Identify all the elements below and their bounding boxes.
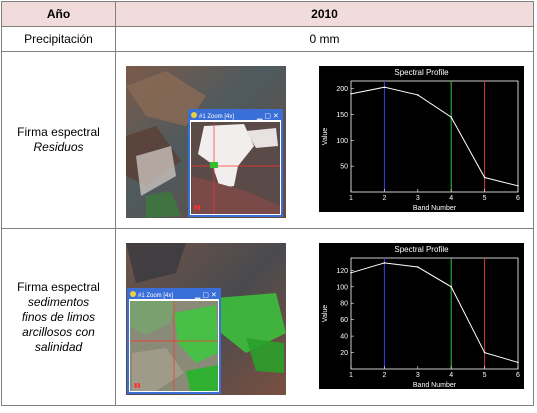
signature-label-italic: finos de limos (21, 309, 96, 324)
spectral-table: Año 2010 Precipitación 0 mm Firma espect… (1, 1, 534, 406)
spectral-profile-line (350, 262, 519, 363)
x-tick-label: 3 (416, 372, 420, 379)
svg-text:▮▮: ▮▮ (194, 205, 201, 211)
x-tick-label: 1 (349, 372, 353, 379)
spectral-profile-point (517, 361, 519, 364)
y-tick-label: 50 (340, 164, 348, 171)
spectral-profile-point (483, 176, 486, 179)
precipitation-row: Precipitación 0 mm (1, 26, 534, 52)
signature-images-sedimentos: #1 Zoom [4x] ▁ ▢ ✕ ▮▮ Spectral Profile 1 2… (115, 228, 534, 406)
signature-label-line: Firma espectral (17, 279, 100, 294)
spectral-profile-line (350, 86, 519, 187)
x-tick-label: 5 (483, 372, 487, 379)
x-tick-label: 4 (449, 195, 453, 202)
spectral-profile-point (450, 285, 452, 288)
x-axis-label: Band Number (413, 382, 457, 389)
y-axis-label: Value (322, 128, 329, 145)
y-tick-label: 60 (340, 317, 348, 324)
satellite-image-residuos: #1 Zoom [4x] ▁ ▢ ✕ ▮▮ (126, 66, 286, 218)
plot-title: Spectral Profile (394, 245, 449, 254)
signature-row-residuos: Firma espectral Residuos (1, 51, 534, 229)
y-axis-label: Value (322, 305, 329, 322)
signature-label-sedimentos: Firma espectral sedimentos finos de limo… (1, 228, 116, 406)
x-tick-label: 6 (516, 372, 520, 379)
x-axis-label: Band Number (413, 205, 457, 212)
y-tick-label: 150 (336, 112, 348, 119)
signature-label-residuos: Firma espectral Residuos (1, 51, 116, 229)
spectral-profile-point (383, 262, 386, 264)
spectral-profile-point (450, 116, 452, 118)
spectral-plot-sedimentos: Spectral Profile 1 2 3 4 5 6 20 40 60 80 100 120 Band… (319, 243, 524, 389)
zoom-window-title: #1 Zoom [4x] (199, 114, 234, 120)
signature-label-italic: salinidad (34, 339, 83, 354)
zoom-window-title: #1 Zoom [4x] (138, 293, 173, 299)
svg-text:▮▮: ▮▮ (134, 383, 141, 389)
y-tick-label: 40 (340, 334, 348, 341)
plot-frame (350, 80, 519, 193)
x-tick-label: 4 (449, 372, 453, 379)
y-tick-label: 20 (340, 350, 348, 357)
signature-label-line: Firma espectral (17, 125, 100, 139)
spectral-profile-point (483, 351, 486, 354)
header-year-value: 2010 (115, 1, 534, 27)
signature-label-italic: sedimentos (27, 294, 90, 309)
spectral-profile-point (350, 272, 352, 274)
satellite-image-sedimentos: #1 Zoom [4x] ▁ ▢ ✕ ▮▮ (126, 243, 286, 395)
signature-label-italic: arcillosos con (22, 324, 95, 339)
precipitation-label: Precipitación (1, 26, 116, 52)
x-tick-label: 1 (349, 195, 353, 202)
y-tick-label: 100 (336, 284, 348, 291)
spectral-profile-point (517, 185, 519, 187)
y-tick-label: 80 (340, 301, 348, 308)
y-tick-label: 100 (336, 138, 348, 145)
header-year-label: Año (1, 1, 116, 27)
x-tick-label: 5 (483, 195, 487, 202)
spectral-profile-point (417, 94, 419, 96)
x-tick-label: 3 (416, 195, 420, 202)
plot-title: Spectral Profile (394, 68, 449, 77)
plot-background (319, 243, 524, 389)
plot-background (319, 66, 524, 212)
signature-images-residuos: #1 Zoom [4x] ▁ ▢ ✕ ▮▮ Spectral Profile 1 2… (115, 51, 534, 229)
x-tick-label: 2 (382, 372, 386, 379)
x-tick-label: 6 (516, 195, 520, 202)
spectral-profile-point (350, 93, 352, 95)
spectral-profile-point (417, 266, 419, 268)
spectral-plot-residuos: Spectral Profile 1 2 3 4 5 6 50 100 150 200 Band Nu… (319, 66, 524, 212)
signature-row-sedimentos: Firma espectral sedimentos finos de limo… (1, 228, 534, 406)
plot-frame (350, 257, 519, 370)
signature-label-italic: Residuos (33, 140, 84, 154)
header-row: Año 2010 (1, 1, 534, 27)
svg-text:▁ ▢ ✕: ▁ ▢ ✕ (256, 113, 279, 120)
y-tick-label: 120 (336, 268, 348, 275)
svg-text:▁ ▢ ✕: ▁ ▢ ✕ (194, 292, 217, 299)
spectral-profile-point (383, 86, 386, 88)
y-tick-label: 200 (336, 86, 348, 93)
x-tick-label: 2 (382, 195, 386, 202)
precipitation-value: 0 mm (115, 26, 534, 52)
